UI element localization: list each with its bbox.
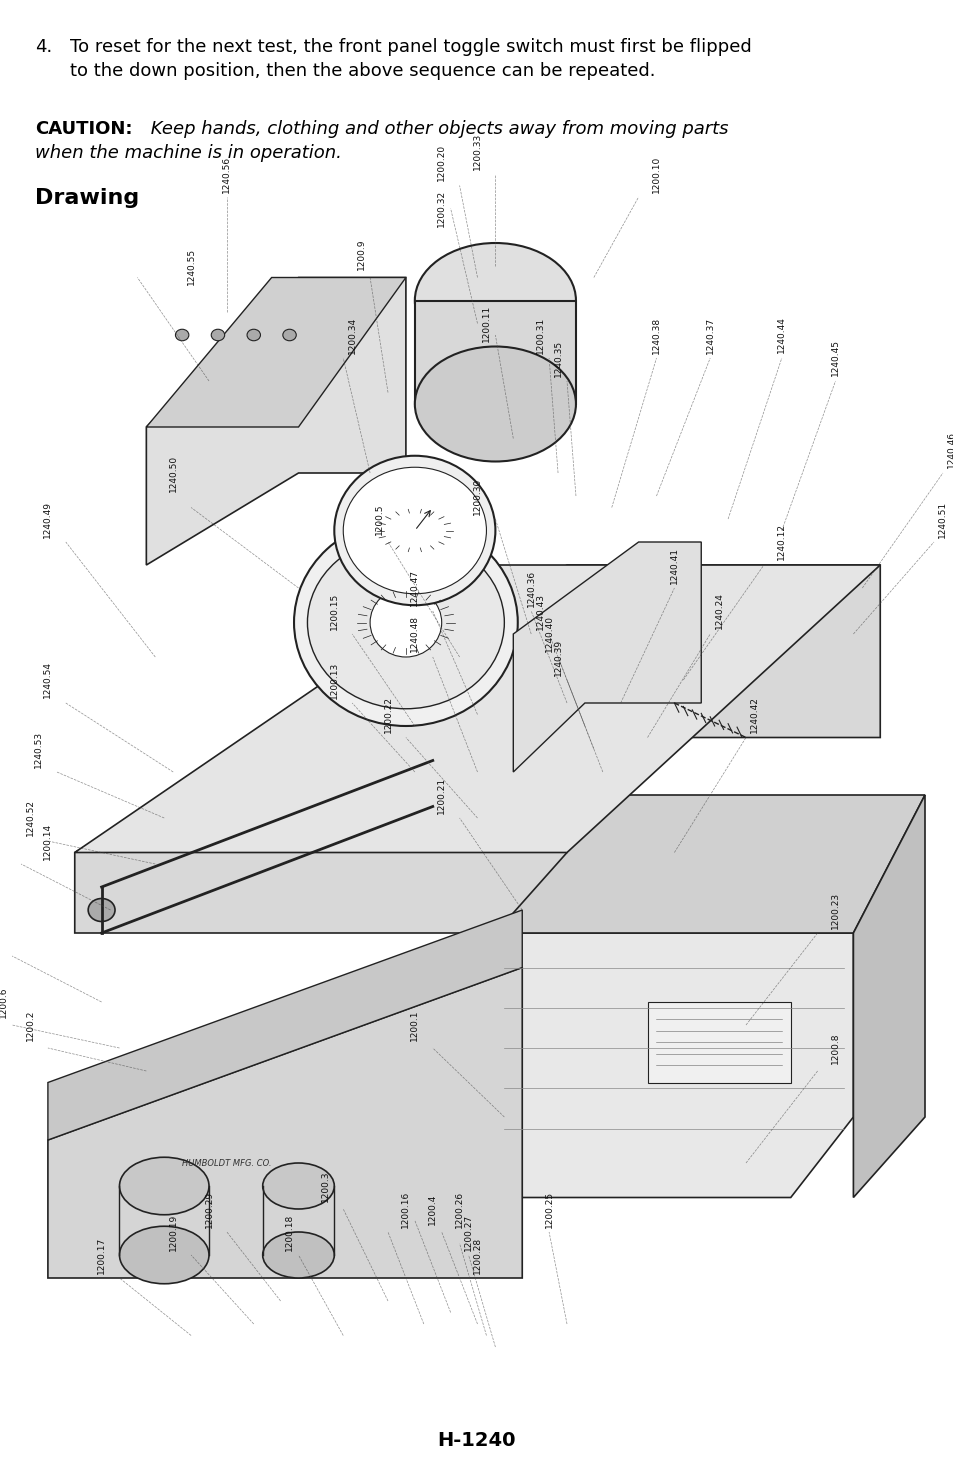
Bar: [647, 1002, 790, 1083]
Ellipse shape: [334, 456, 495, 605]
Text: 1200.1: 1200.1: [410, 1009, 419, 1041]
Text: 1240.12: 1240.12: [777, 524, 785, 560]
Polygon shape: [48, 910, 521, 1140]
Ellipse shape: [262, 1232, 334, 1277]
Text: 1200.16: 1200.16: [401, 1190, 410, 1227]
Text: 1240.38: 1240.38: [651, 317, 660, 354]
Text: 1240.43: 1240.43: [535, 593, 544, 630]
Text: 1200.4: 1200.4: [428, 1193, 436, 1224]
Ellipse shape: [262, 1162, 334, 1209]
Text: 1200.2: 1200.2: [26, 1009, 34, 1041]
Text: 1200.26: 1200.26: [455, 1190, 463, 1227]
Text: 1240.52: 1240.52: [26, 799, 34, 836]
Text: 1240.56: 1240.56: [222, 155, 232, 193]
Text: 1240.47: 1240.47: [410, 569, 419, 606]
Text: 1240.50: 1240.50: [169, 454, 177, 491]
Ellipse shape: [415, 243, 576, 358]
Ellipse shape: [282, 329, 296, 341]
Text: 1200.21: 1200.21: [436, 776, 446, 814]
Text: 1200.29: 1200.29: [204, 1190, 213, 1227]
Ellipse shape: [119, 1158, 209, 1215]
Polygon shape: [146, 277, 405, 426]
Text: 1200.28: 1200.28: [473, 1236, 481, 1273]
Text: 1200.17: 1200.17: [97, 1236, 106, 1273]
Ellipse shape: [119, 1226, 209, 1283]
Text: 1240.44: 1240.44: [777, 317, 785, 354]
Ellipse shape: [307, 537, 504, 709]
Polygon shape: [853, 795, 924, 1198]
Text: 1200.27: 1200.27: [463, 1214, 473, 1251]
Text: 1200.33: 1200.33: [473, 133, 481, 170]
Text: Drawing: Drawing: [35, 187, 139, 208]
Text: HUMBOLDT MFG. CO.: HUMBOLDT MFG. CO.: [182, 1158, 272, 1168]
Text: to the down position, then the above sequence can be repeated.: to the down position, then the above seq…: [70, 62, 655, 80]
Ellipse shape: [343, 468, 486, 594]
Text: 1240.54: 1240.54: [43, 661, 52, 699]
Text: 1200.22: 1200.22: [383, 696, 392, 733]
Text: 1240.45: 1240.45: [830, 339, 840, 376]
Text: 1240.41: 1240.41: [669, 547, 679, 584]
Ellipse shape: [247, 329, 260, 341]
Text: 1200.20: 1200.20: [436, 145, 446, 181]
Text: 1200.18: 1200.18: [285, 1214, 294, 1251]
Text: 1240.24: 1240.24: [714, 593, 723, 630]
Ellipse shape: [88, 898, 115, 922]
Text: 1240.40: 1240.40: [544, 615, 553, 652]
Text: 1200.9: 1200.9: [356, 239, 365, 270]
Text: 1200.15: 1200.15: [330, 593, 338, 630]
Text: 1240.46: 1240.46: [946, 432, 953, 469]
Polygon shape: [495, 795, 924, 934]
Text: 1240.51: 1240.51: [938, 500, 946, 537]
Text: when the machine is in operation.: when the machine is in operation.: [35, 145, 341, 162]
Text: 1200.23: 1200.23: [830, 891, 840, 929]
Polygon shape: [495, 934, 853, 1198]
Text: 1240.39: 1240.39: [553, 639, 562, 676]
Text: 1200.19: 1200.19: [169, 1214, 177, 1251]
Text: CAUTION:: CAUTION:: [35, 119, 132, 139]
Ellipse shape: [294, 519, 517, 726]
Text: H-1240: H-1240: [437, 1431, 516, 1450]
Text: 4.: 4.: [35, 38, 52, 56]
Polygon shape: [146, 277, 405, 565]
Text: 1240.48: 1240.48: [410, 615, 419, 652]
Text: 1240.53: 1240.53: [34, 730, 44, 767]
Text: 1200.10: 1200.10: [651, 155, 660, 193]
Text: 1200.5: 1200.5: [375, 503, 383, 535]
Ellipse shape: [415, 347, 576, 462]
Text: To reset for the next test, the front panel toggle switch must first be flipped: To reset for the next test, the front pa…: [70, 38, 751, 56]
Bar: [30, 220, 924, 1370]
Text: 1240.36: 1240.36: [526, 569, 536, 606]
Text: 1200.32: 1200.32: [436, 190, 446, 227]
Text: 1240.35: 1240.35: [553, 339, 562, 376]
Ellipse shape: [211, 329, 224, 341]
Ellipse shape: [370, 589, 441, 656]
Text: 1200.31: 1200.31: [535, 316, 544, 354]
Polygon shape: [415, 301, 576, 404]
Text: 1200.8: 1200.8: [830, 1032, 840, 1063]
Polygon shape: [74, 565, 880, 853]
Text: 1200.25: 1200.25: [544, 1190, 553, 1227]
Text: 1240.55: 1240.55: [187, 248, 195, 285]
Text: 1200.3: 1200.3: [320, 1170, 330, 1202]
Ellipse shape: [175, 329, 189, 341]
Text: 1200.14: 1200.14: [43, 823, 52, 860]
Polygon shape: [513, 541, 700, 771]
Text: 1200.11: 1200.11: [481, 305, 491, 342]
Text: 1200.30: 1200.30: [473, 478, 481, 515]
Text: 1240.42: 1240.42: [750, 696, 759, 733]
Polygon shape: [48, 968, 521, 1277]
Text: 1240.37: 1240.37: [705, 317, 714, 354]
Text: Keep hands, clothing and other objects away from moving parts: Keep hands, clothing and other objects a…: [145, 119, 728, 139]
Polygon shape: [74, 565, 880, 934]
Text: 1200.6: 1200.6: [0, 987, 8, 1018]
Text: 1240.49: 1240.49: [43, 500, 52, 537]
Text: 1200.34: 1200.34: [347, 317, 356, 354]
Text: 1200.13: 1200.13: [330, 661, 338, 699]
